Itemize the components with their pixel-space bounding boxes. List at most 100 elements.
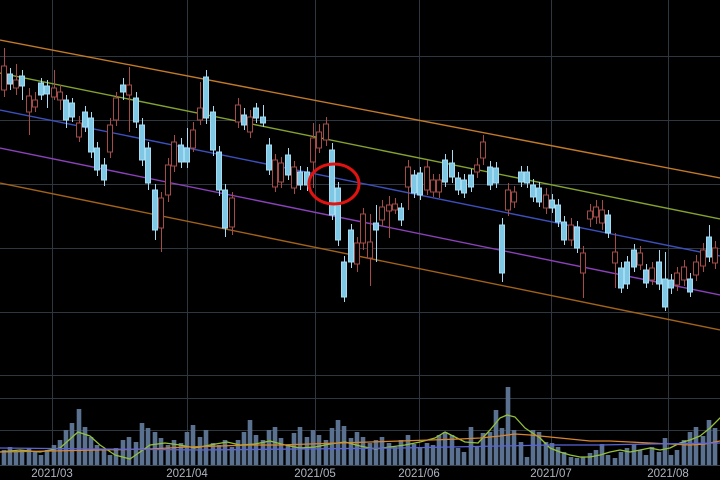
candle-body-up xyxy=(392,203,398,211)
volume-bar xyxy=(687,432,693,465)
candle-body-down xyxy=(101,164,107,181)
candle-body-down xyxy=(624,261,630,285)
volume-bar xyxy=(19,450,25,465)
volume-bar xyxy=(530,430,536,465)
x-axis-label: 2021/06 xyxy=(398,468,440,480)
volume-bar xyxy=(649,447,655,465)
x-axis-label: 2021/05 xyxy=(294,468,336,480)
volume-bar xyxy=(171,440,177,465)
candle-body-up xyxy=(113,97,119,121)
volume-bar xyxy=(203,430,209,465)
candle-body-down xyxy=(499,224,505,274)
candle-body-up xyxy=(1,65,7,91)
volume-bar xyxy=(304,437,310,465)
volume-bar xyxy=(44,450,50,465)
candle-body-up xyxy=(190,129,196,149)
candle-body-up xyxy=(197,107,203,121)
candle-body-down xyxy=(69,102,75,118)
candle-body-down xyxy=(605,214,611,234)
candle-body-down xyxy=(203,76,209,119)
candle-body-up xyxy=(405,166,411,188)
volume-bar xyxy=(474,447,480,465)
volume-bar xyxy=(1,450,7,465)
candle-body-down xyxy=(706,236,712,258)
x-axis-label: 2021/04 xyxy=(166,468,208,480)
candle-body-down xyxy=(668,279,674,289)
volume-bar xyxy=(461,452,467,465)
candle-body-up xyxy=(674,272,680,286)
volume-bar xyxy=(398,440,404,465)
volume-bar xyxy=(618,452,624,465)
volume-bar xyxy=(120,440,126,465)
volume-bar xyxy=(272,427,278,465)
candle-body-up xyxy=(587,210,593,220)
volume-bar xyxy=(38,455,44,465)
volume-bar xyxy=(94,445,100,465)
candle-body-down xyxy=(133,97,139,123)
volume-bar xyxy=(386,443,392,465)
candle-body-up xyxy=(291,166,297,189)
candle-body-up xyxy=(235,104,241,123)
candle-body-down xyxy=(442,159,448,183)
volume-bar xyxy=(133,442,139,465)
volume-bar xyxy=(229,447,235,465)
candle-body-down xyxy=(94,147,100,171)
volume-bar xyxy=(555,447,561,465)
volume-bar xyxy=(158,438,164,465)
volume-bar xyxy=(69,423,75,465)
volume-bar xyxy=(126,437,132,465)
candle-body-up xyxy=(165,164,171,196)
volume-bar xyxy=(643,455,649,465)
candle-body-down xyxy=(461,179,467,194)
volume-bar xyxy=(631,444,637,465)
candle-body-down xyxy=(662,278,668,308)
candle-body-up xyxy=(367,241,373,259)
candle-body-up xyxy=(511,191,517,203)
volume-ma-long-line xyxy=(0,433,720,453)
x-axis-label: 2021/03 xyxy=(31,468,73,480)
candle-body-down xyxy=(253,107,259,119)
candle-body-up xyxy=(354,242,360,265)
candle-body-up xyxy=(424,166,430,191)
candle-body-down xyxy=(260,116,266,124)
candle-body-up xyxy=(543,194,549,209)
volume-bar xyxy=(392,447,398,465)
candle-body-down xyxy=(487,166,493,186)
candle-body-up xyxy=(126,84,132,96)
candle-body-down xyxy=(285,154,291,176)
candle-body-up xyxy=(474,164,480,173)
volume-bar xyxy=(681,440,687,465)
volume-bar xyxy=(442,432,448,465)
candle-body-down xyxy=(417,172,423,196)
volume-bar xyxy=(712,428,718,465)
candle-body-down xyxy=(530,184,536,198)
candle-body-up xyxy=(107,124,113,153)
candle-body-down xyxy=(88,117,94,153)
x-axis-labels: 2021/03 2021/04 2021/05 2021/06 2021/07 2021/… xyxy=(31,468,689,480)
candle-body-up xyxy=(505,189,511,211)
candle-body-down xyxy=(643,269,649,284)
candle-body-down xyxy=(210,111,216,151)
candle-body-up xyxy=(247,116,253,133)
volume-ma-layer xyxy=(0,414,720,460)
candle-body-up xyxy=(568,224,574,241)
volume-bar xyxy=(487,432,493,465)
volume-bar xyxy=(505,387,511,465)
candle-body-down xyxy=(555,204,561,223)
channel-top-trendline xyxy=(0,39,720,179)
volume-bar xyxy=(113,448,119,465)
volume-bar xyxy=(184,432,190,465)
volume-bar xyxy=(367,443,373,465)
candle-body-down xyxy=(631,249,637,268)
volume-bar xyxy=(348,438,354,465)
candle-body-up xyxy=(681,266,687,281)
candle-body-down xyxy=(373,222,379,231)
volume-bar xyxy=(285,445,291,465)
volume-bar xyxy=(656,452,662,465)
volume-bar xyxy=(82,427,88,465)
candle-body-down xyxy=(493,167,499,184)
candle-body-down xyxy=(524,171,530,184)
volume-bar xyxy=(430,445,436,465)
